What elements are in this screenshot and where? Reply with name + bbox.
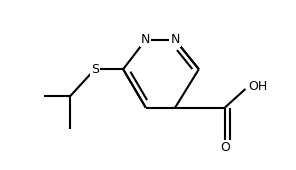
Text: S: S [91, 63, 99, 76]
Text: OH: OH [249, 80, 268, 93]
Text: N: N [141, 33, 150, 46]
Text: N: N [170, 33, 180, 46]
Text: O: O [220, 141, 230, 154]
